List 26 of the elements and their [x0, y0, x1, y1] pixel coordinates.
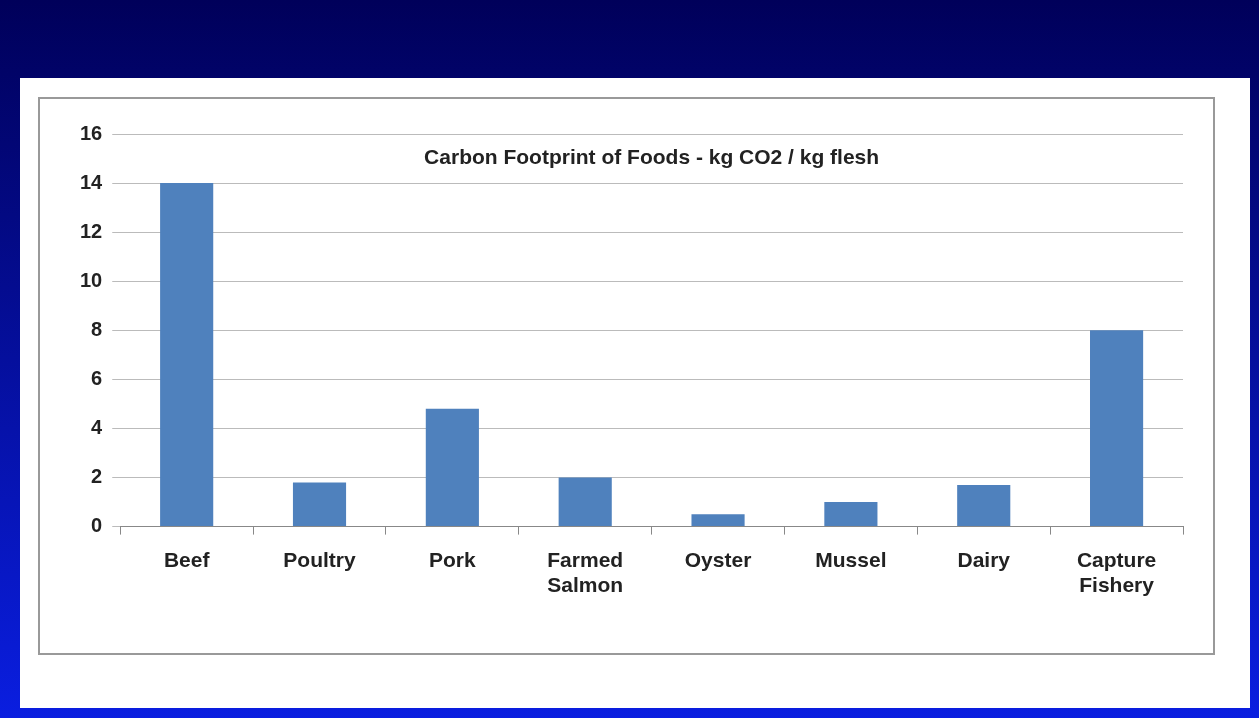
x-tick-label: Pork [429, 548, 477, 571]
y-tick-label: 0 [91, 514, 103, 537]
bar [957, 484, 1011, 527]
bar [425, 408, 479, 527]
bar [1090, 330, 1144, 527]
x-tick-label: Capture Fishery [1076, 548, 1157, 597]
y-tick-label: 10 [80, 268, 103, 291]
y-tick-label: 16 [80, 121, 103, 144]
bar [824, 502, 878, 527]
y-tick-label: 4 [91, 415, 104, 438]
x-tick-label: Beef [163, 548, 211, 571]
x-tick-label: Dairy [957, 548, 1011, 571]
y-tick-label: 8 [91, 317, 103, 340]
y-tick-label: 14 [80, 170, 104, 193]
y-tick-label: 12 [80, 219, 103, 242]
y-tick-label: 2 [91, 465, 103, 488]
x-tick-label: Farmed Salmon [547, 548, 624, 597]
x-tick-label: Mussel [815, 548, 887, 571]
x-tick-label: Poultry [283, 548, 356, 571]
y-tick-label: 6 [91, 366, 103, 389]
text: Carbon Footprint of Foods - kg CO2 / kg flesh [424, 144, 880, 168]
bar [160, 183, 214, 527]
bar [292, 482, 347, 527]
bar [558, 477, 612, 527]
x-tick-label: Oyster [684, 548, 752, 571]
bar [691, 514, 745, 527]
